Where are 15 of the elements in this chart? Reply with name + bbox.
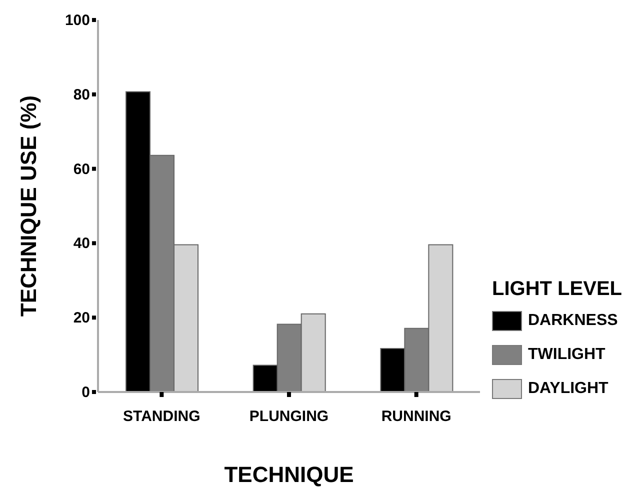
y-tick-label: 20 [73, 310, 90, 327]
y-tick-label: 60 [73, 160, 90, 178]
legend-label: DARKNESS [528, 312, 618, 330]
y-tick-label: 40 [73, 235, 90, 252]
legend-label: DAYLIGHT [528, 380, 608, 398]
legend-label: TWILIGHT [528, 346, 606, 364]
x-tick-label: PLUNGING [249, 408, 329, 425]
y-tick-label: 0 [82, 384, 90, 401]
x-tick-label: STANDING [123, 408, 200, 425]
x-tick-label: RUNNING [381, 408, 452, 425]
y-axis-title: TECHNIQUE USE (%) [16, 95, 41, 317]
y-tick-label: 100 [64, 12, 90, 29]
y-tick-label: 80 [73, 86, 90, 104]
legend-title: LIGHT LEVEL [492, 278, 622, 301]
x-axis-title: TECHNIQUE [224, 462, 354, 487]
